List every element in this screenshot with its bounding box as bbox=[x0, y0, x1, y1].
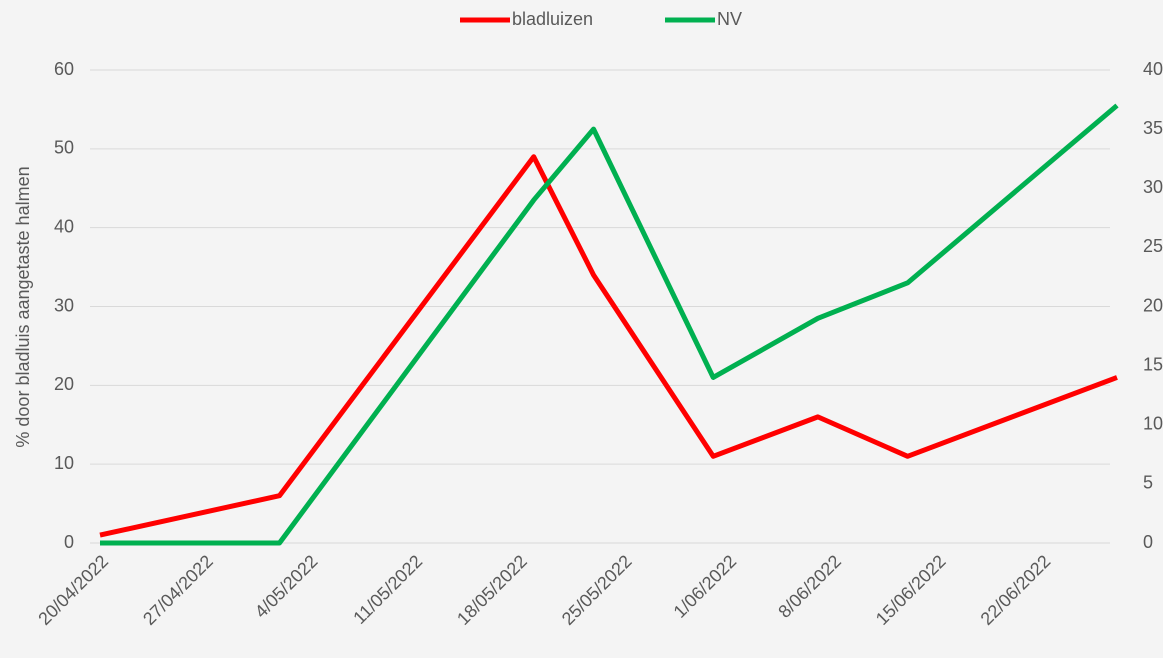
x-tick-label: 20/04/2022 bbox=[34, 551, 112, 629]
x-tick-label: 18/05/2022 bbox=[453, 551, 531, 629]
x-tick-label: 22/06/2022 bbox=[977, 551, 1055, 629]
series-line bbox=[99, 154, 1118, 538]
legend-label: bladluizen bbox=[512, 9, 593, 29]
y2-tick-label: 25 bbox=[1143, 236, 1163, 256]
y2-tick-label: 5 bbox=[1143, 473, 1153, 493]
y-tick-label: 50 bbox=[54, 138, 74, 158]
x-tick-label: 4/05/2022 bbox=[251, 551, 322, 622]
series-line bbox=[100, 103, 1119, 546]
legend-label: NV bbox=[717, 9, 742, 29]
y2-tick-label: 10 bbox=[1143, 414, 1163, 434]
y-tick-label: 60 bbox=[54, 59, 74, 79]
x-tick-label: 8/06/2022 bbox=[774, 551, 845, 622]
y-tick-label: 20 bbox=[54, 374, 74, 394]
y-tick-label: 0 bbox=[64, 532, 74, 552]
x-tick-label: 27/04/2022 bbox=[139, 551, 217, 629]
y2-tick-label: 0 bbox=[1143, 532, 1153, 552]
y-tick-label: 30 bbox=[54, 295, 74, 315]
x-tick-label: 15/06/2022 bbox=[872, 551, 950, 629]
y-axis-title: % door bladluis aangetaste halmen bbox=[13, 166, 33, 447]
y-tick-label: 10 bbox=[54, 453, 74, 473]
y-tick-label: 40 bbox=[54, 216, 74, 236]
y2-tick-label: 15 bbox=[1143, 354, 1163, 374]
y2-tick-label: 20 bbox=[1143, 295, 1163, 315]
x-tick-label: 25/05/2022 bbox=[558, 551, 636, 629]
y2-tick-label: 40 bbox=[1143, 59, 1163, 79]
x-tick-label: 11/05/2022 bbox=[349, 551, 426, 628]
x-tick-label: 1/06/2022 bbox=[670, 551, 741, 622]
y2-tick-label: 30 bbox=[1143, 177, 1163, 197]
y2-tick-label: 35 bbox=[1143, 118, 1163, 138]
